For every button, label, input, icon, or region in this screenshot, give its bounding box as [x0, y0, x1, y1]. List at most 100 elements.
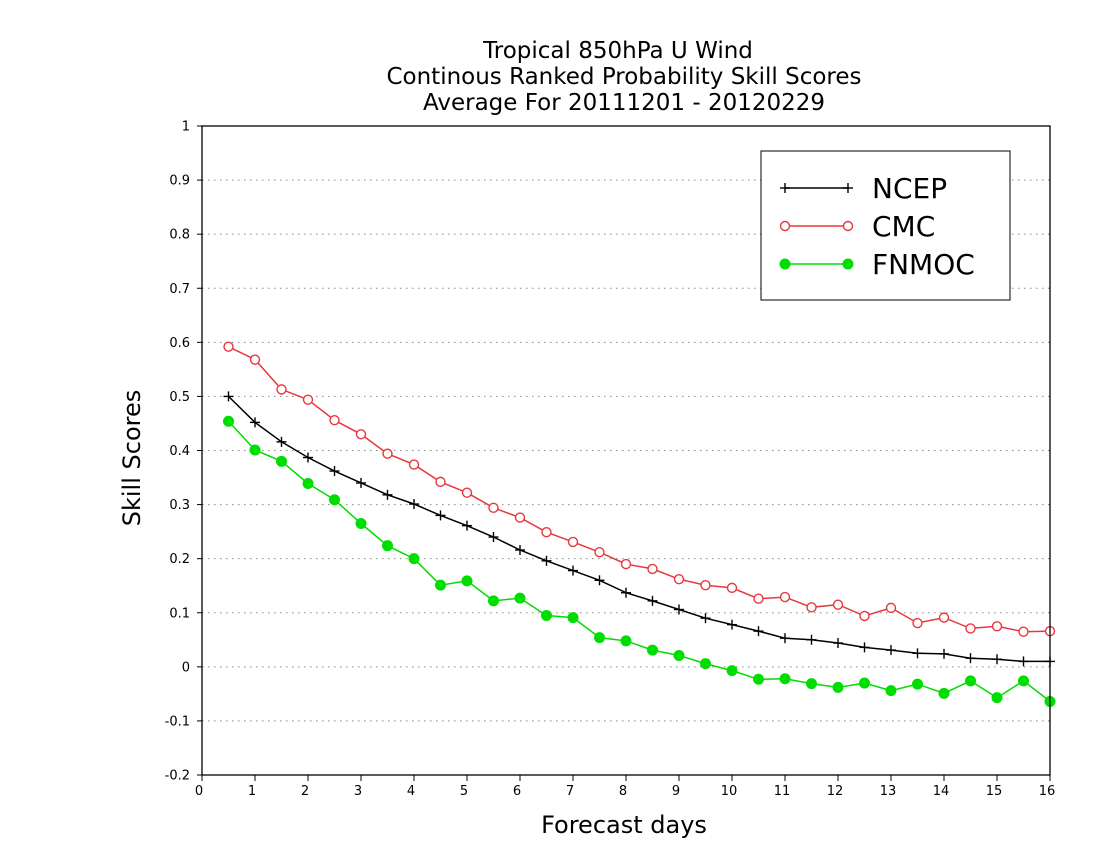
legend-entries: NCEP CMC FNMOC — [779, 172, 975, 281]
x-tick-label: 4 — [407, 784, 415, 799]
data-point-cmc — [885, 602, 897, 614]
y-tick-label: 0.6 — [169, 336, 190, 351]
data-point-fnmoc — [276, 455, 287, 467]
data-point-ncep — [303, 452, 313, 463]
data-point-cmc — [859, 610, 870, 622]
series-ncep — [223, 391, 1055, 667]
data-point-fnmoc — [567, 612, 579, 624]
y-tick-label: 0.5 — [169, 390, 190, 405]
data-point-cmc — [673, 574, 685, 585]
data-point-cmc — [806, 602, 817, 613]
chart-title-line-2: Continous Ranked Probability Skill Score… — [386, 64, 861, 90]
x-tick-label: 6 — [513, 784, 521, 799]
data-point-cmc — [488, 502, 499, 514]
data-point-fnmoc — [329, 494, 340, 506]
data-point-cmc — [647, 563, 658, 575]
x-tick-label: 10 — [721, 784, 738, 799]
data-point-ncep — [541, 555, 552, 566]
data-point-cmc — [276, 384, 287, 395]
data-point-ncep — [886, 645, 896, 656]
data-point-cmc — [514, 512, 526, 523]
data-point-ncep — [329, 466, 340, 477]
data-point-ncep — [515, 545, 525, 556]
x-tick-label: 9 — [672, 784, 680, 799]
data-point-cmc — [938, 612, 950, 623]
y-tick-label: 0.9 — [169, 174, 190, 189]
data-point-fnmoc — [461, 575, 473, 587]
data-point-cmc — [435, 476, 446, 488]
legend-entry-cmc: CMC — [779, 210, 935, 243]
y-tick-label: 0.1 — [169, 606, 190, 621]
data-point-ncep — [859, 642, 870, 653]
data-point-fnmoc — [700, 658, 711, 670]
legend-marker-start-fnmoc — [779, 258, 791, 270]
data-point-ncep — [833, 638, 843, 649]
y-tick-label: 0.3 — [169, 498, 190, 513]
data-point-fnmoc — [938, 687, 950, 699]
chart-title-line-1: Tropical 850hPa U Wind — [482, 38, 753, 64]
axes: -0.2-0.100.10.20.30.40.50.60.70.80.910 1 2… — [165, 120, 1056, 800]
y-tick-label: 0 — [182, 660, 190, 675]
data-point-ncep — [753, 626, 764, 637]
y-tick-label: 0.7 — [169, 282, 190, 297]
data-point-cmc — [223, 341, 234, 352]
x-tick-label: 11 — [774, 784, 791, 799]
data-point-fnmoc — [620, 635, 632, 647]
data-point-fnmoc — [647, 644, 658, 656]
data-point-cmc — [912, 617, 923, 629]
series-group — [223, 341, 1056, 707]
data-point-fnmoc — [673, 649, 685, 661]
data-point-cmc — [700, 579, 711, 591]
data-point-ncep — [780, 633, 790, 644]
data-point-cmc — [1018, 626, 1029, 637]
data-point-ncep — [621, 587, 631, 598]
data-point-ncep — [356, 477, 366, 488]
data-point-cmc — [594, 546, 605, 558]
x-tick-label: 3 — [354, 784, 362, 799]
data-point-fnmoc — [355, 518, 367, 530]
data-point-fnmoc — [859, 677, 870, 689]
legend-label-ncep: NCEP — [872, 172, 947, 205]
data-point-fnmoc — [249, 444, 261, 456]
data-point-fnmoc — [806, 678, 817, 690]
legend-entry-ncep: NCEP — [780, 172, 947, 205]
x-tick-label: 15 — [986, 784, 1003, 799]
y-tick-label: 0.4 — [169, 444, 190, 459]
x-tick-label: 13 — [880, 784, 897, 799]
data-point-fnmoc — [1018, 675, 1029, 687]
data-point-cmc — [541, 526, 552, 538]
data-point-cmc — [832, 599, 844, 610]
data-point-ncep — [568, 565, 578, 576]
y-tick-label: -0.2 — [165, 769, 190, 784]
data-point-cmc — [461, 487, 473, 498]
data-point-cmc — [355, 429, 367, 440]
data-point-ncep — [727, 619, 737, 630]
data-point-fnmoc — [912, 678, 923, 690]
legend-marker-end-fnmoc — [842, 258, 854, 270]
legend-label-fnmoc: FNMOC — [872, 248, 975, 281]
x-tick-label: 0 — [195, 784, 203, 799]
data-point-ncep — [647, 595, 658, 606]
data-point-ncep — [992, 654, 1002, 665]
x-tick-label: 5 — [460, 784, 468, 799]
data-point-ncep — [223, 391, 234, 402]
data-point-fnmoc — [435, 579, 446, 591]
data-point-cmc — [567, 536, 579, 548]
data-point-fnmoc — [541, 609, 552, 621]
x-axis-title: Forecast days — [541, 811, 707, 839]
data-point-fnmoc — [488, 595, 499, 607]
x-tick-label: 2 — [301, 784, 309, 799]
x-tick-label: 14 — [933, 784, 950, 799]
data-point-cmc — [779, 591, 791, 603]
data-point-cmc — [408, 459, 420, 470]
data-point-ncep — [939, 648, 949, 659]
data-point-ncep — [435, 510, 446, 521]
data-point-ncep — [965, 653, 976, 664]
data-point-fnmoc — [726, 665, 738, 677]
data-point-ncep — [912, 648, 923, 659]
data-point-cmc — [965, 623, 976, 634]
chart-title-line-3: Average For 20111201 - 20120229 — [423, 90, 825, 116]
data-point-cmc — [991, 621, 1003, 632]
data-point-ncep — [462, 520, 472, 531]
